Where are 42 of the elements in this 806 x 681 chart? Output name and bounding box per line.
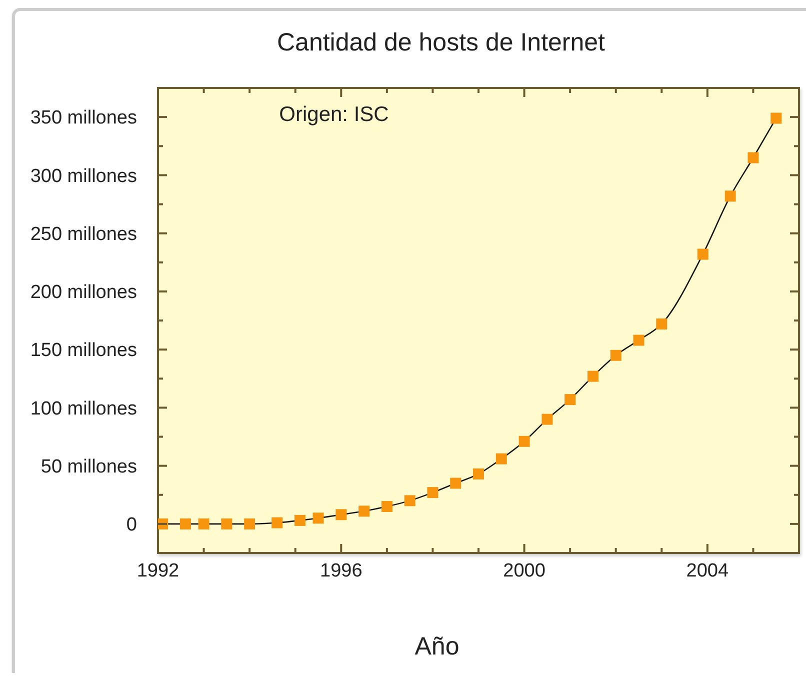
- point: [587, 370, 598, 382]
- point: [336, 509, 347, 520]
- chart-title: Cantidad de hosts de Internet: [276, 28, 606, 58]
- point: [158, 518, 168, 530]
- point: [427, 487, 438, 498]
- x-axis-title: Año: [414, 632, 460, 662]
- point: [610, 350, 622, 361]
- point: [358, 506, 370, 517]
- x-tick-label: 1992: [136, 560, 180, 582]
- point: [656, 318, 668, 330]
- y-tick-label: 350 millones: [30, 108, 137, 129]
- point: [542, 414, 553, 425]
- point: [518, 436, 530, 447]
- point: [272, 517, 283, 528]
- point: [633, 334, 644, 346]
- point: [564, 394, 576, 406]
- y-tick-label: 150 millones: [30, 340, 137, 362]
- x-tick-label: 2004: [686, 560, 729, 582]
- point: [748, 152, 759, 164]
- x-tick-label: 1996: [320, 560, 362, 582]
- annotation: Origen: ISC: [279, 103, 389, 127]
- point: [697, 248, 708, 260]
- x-tick-label: 2000: [503, 560, 546, 582]
- point: [450, 478, 462, 489]
- point: [180, 518, 191, 530]
- y-tick-label: 50 millones: [40, 456, 137, 478]
- y-tick-label: 100 millones: [30, 398, 137, 420]
- point: [312, 512, 324, 524]
- point: [473, 468, 484, 480]
- y-tick-label: 200 millones: [30, 282, 137, 304]
- point: [221, 518, 232, 530]
- y-tick-label: 250 millones: [30, 224, 137, 245]
- point: [198, 518, 210, 530]
- point: [496, 453, 507, 464]
- point: [294, 514, 306, 526]
- point: [404, 495, 416, 506]
- y-tick-label: 0: [126, 514, 137, 536]
- point: [244, 518, 256, 530]
- point: [770, 112, 782, 124]
- point: [724, 190, 736, 202]
- point: [381, 501, 392, 512]
- y-tick-label: 300 millones: [30, 166, 137, 187]
